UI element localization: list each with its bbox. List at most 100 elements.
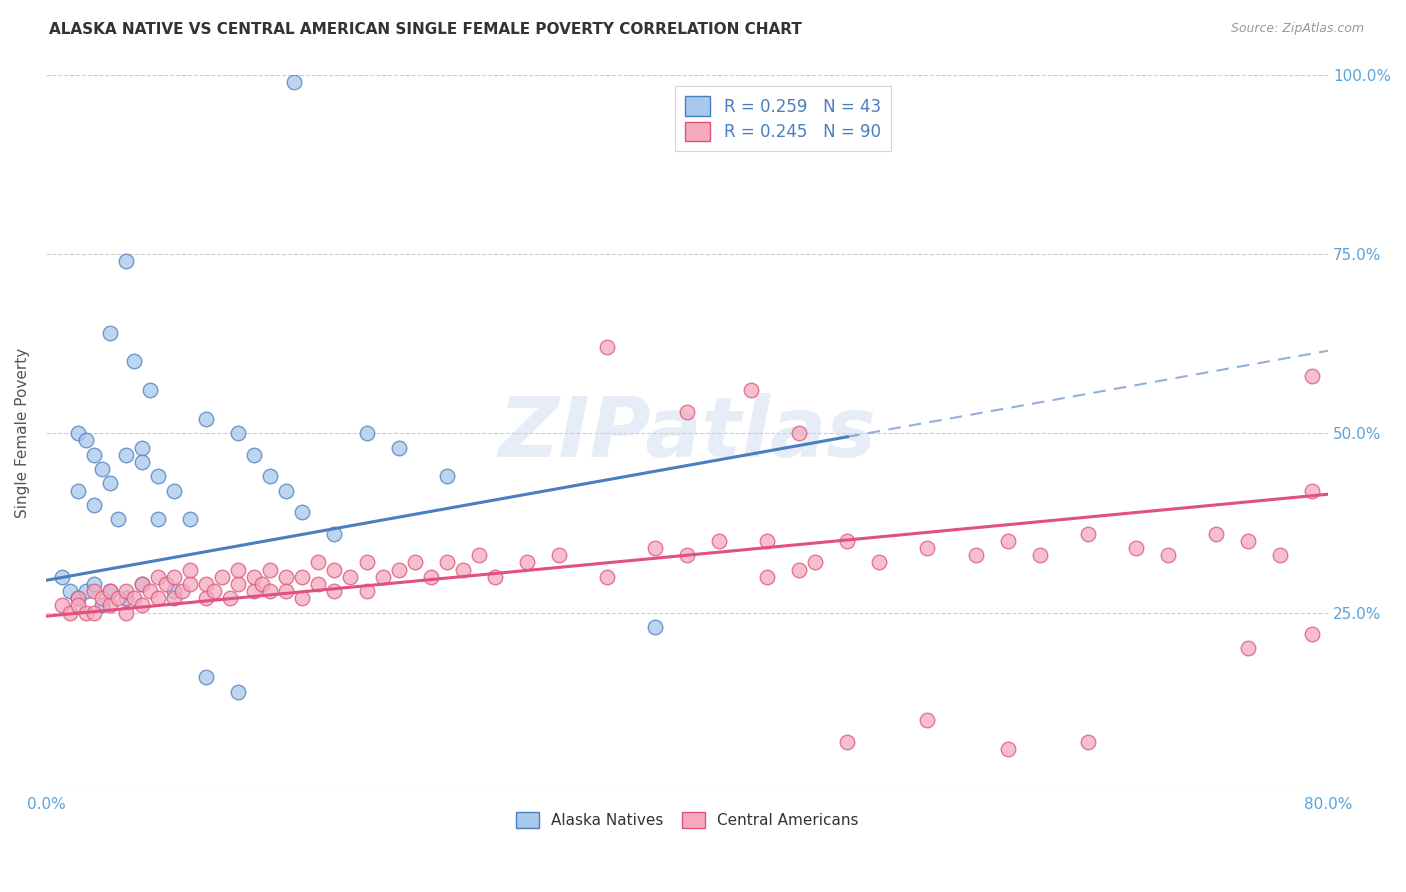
Point [997,742,1019,756]
Point [756,533,779,548]
Point [1157,548,1180,562]
Point [243,570,266,584]
Point [259,563,281,577]
Point [75,606,97,620]
Point [226,684,249,698]
Legend: Alaska Natives, Central Americans: Alaska Natives, Central Americans [510,806,865,835]
Point [644,541,666,555]
Point [75,584,97,599]
Point [276,483,298,498]
Point [436,469,458,483]
Point [91,599,114,613]
Point [98,599,121,613]
Point [83,498,105,512]
Point [276,570,298,584]
Point [91,462,114,476]
Point [131,577,153,591]
Point [644,620,666,634]
Point [917,541,939,555]
Point [91,591,114,606]
Point [146,512,169,526]
Point [66,599,89,613]
Point [155,577,177,591]
Point [837,735,859,749]
Point [252,577,274,591]
Point [98,584,121,599]
Point [139,383,162,397]
Point [195,412,218,426]
Point [163,591,186,606]
Point [83,584,105,599]
Point [195,670,218,684]
Text: ALASKA NATIVE VS CENTRAL AMERICAN SINGLE FEMALE POVERTY CORRELATION CHART: ALASKA NATIVE VS CENTRAL AMERICAN SINGLE… [49,22,801,37]
Point [707,533,730,548]
Point [387,441,409,455]
Point [740,383,762,397]
Point [787,426,810,441]
Point [1125,541,1147,555]
Point [997,533,1019,548]
Point [115,606,138,620]
Point [226,426,249,441]
Point [547,548,569,562]
Point [115,254,138,268]
Point [419,570,441,584]
Point [1237,533,1260,548]
Point [66,591,89,606]
Point [596,570,619,584]
Point [83,577,105,591]
Point [451,563,474,577]
Point [283,75,305,89]
Point [122,591,145,606]
Point [98,476,121,491]
Point [51,570,73,584]
Point [1077,735,1099,749]
Point [146,570,169,584]
Point [179,577,201,591]
Text: ZIPatlas: ZIPatlas [498,392,876,474]
Point [243,584,266,599]
Point [146,469,169,483]
Point [179,512,201,526]
Point [259,584,281,599]
Point [307,555,329,569]
Point [323,584,346,599]
Point [291,591,314,606]
Point [202,584,225,599]
Point [291,505,314,519]
Point [1301,368,1323,383]
Point [195,591,218,606]
Point [596,340,619,354]
Point [75,434,97,448]
Point [98,326,121,340]
Point [291,570,314,584]
Point [965,548,987,562]
Point [131,441,153,455]
Point [163,584,186,599]
Point [107,512,129,526]
Point [98,584,121,599]
Point [122,354,145,368]
Y-axis label: Single Female Poverty: Single Female Poverty [15,348,30,518]
Point [1028,548,1050,562]
Point [243,448,266,462]
Point [1268,548,1291,562]
Point [404,555,426,569]
Point [1301,483,1323,498]
Point [211,570,233,584]
Point [115,448,138,462]
Point [131,599,153,613]
Point [436,555,458,569]
Text: Source: ZipAtlas.com: Source: ZipAtlas.com [1230,22,1364,36]
Point [219,591,242,606]
Point [1077,526,1099,541]
Point [172,584,194,599]
Point [1301,627,1323,641]
Point [83,606,105,620]
Point [339,570,361,584]
Point [1205,526,1227,541]
Point [356,426,378,441]
Point [868,555,890,569]
Point [83,448,105,462]
Point [59,606,82,620]
